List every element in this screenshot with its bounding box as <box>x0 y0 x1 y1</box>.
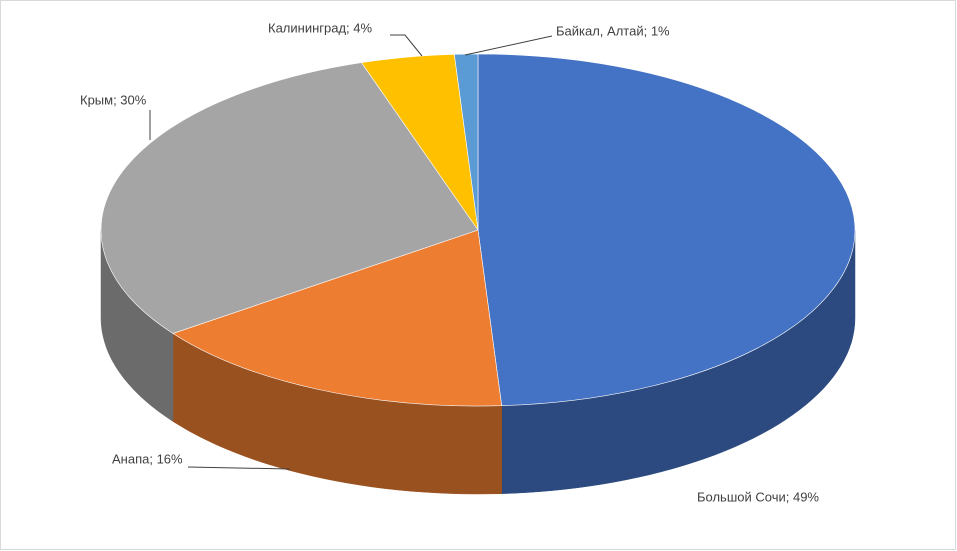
slice <box>100 62 479 334</box>
data-label: Анапа; 16% <box>112 451 183 466</box>
data-label: Байкал, Алтай; 1% <box>556 23 670 38</box>
leader-line <box>187 466 291 470</box>
slice <box>453 53 479 231</box>
data-label: Калининград; 4% <box>268 20 373 35</box>
slice <box>477 53 856 406</box>
data-label: Крым; 30% <box>80 92 147 107</box>
leader-line <box>464 35 553 56</box>
data-label: Большой Сочи; 49% <box>697 489 819 504</box>
slice <box>172 229 503 407</box>
leader-line <box>390 34 423 57</box>
